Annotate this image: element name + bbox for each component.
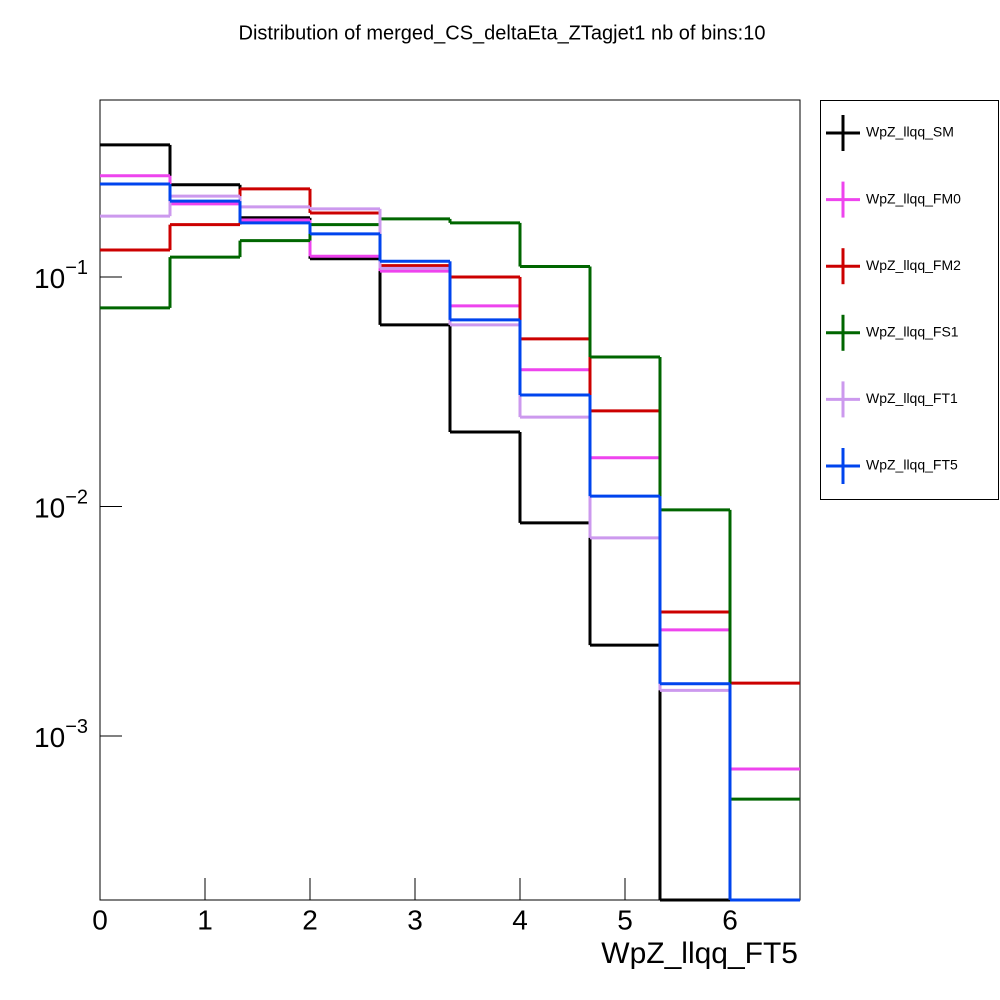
legend-label: WpZ_llqq_FT1 (866, 390, 958, 406)
y-tick-label: 10−2 (34, 487, 88, 524)
y-tick-base: 10 (34, 493, 65, 524)
x-tick-label: 5 (617, 904, 633, 935)
y-tick-exponent: −3 (65, 716, 88, 738)
plot-frame (99, 99, 801, 901)
x-tick-label: 4 (512, 904, 528, 935)
x-axis-label: WpZ_llqq_FT5 (601, 937, 798, 970)
x-tick-label: 1 (197, 904, 213, 935)
x-tick-label: 6 (722, 904, 738, 935)
legend-box (820, 100, 999, 500)
x-tick-label: 2 (302, 904, 318, 935)
legend-label: WpZ_llqq_FM0 (866, 190, 961, 206)
legend-label: WpZ_llqq_SM (866, 124, 954, 140)
x-tick-label: 0 (92, 904, 108, 935)
legend-label: WpZ_llqq_FM2 (866, 257, 961, 273)
y-tick-exponent: −2 (65, 487, 88, 509)
y-tick-base: 10 (34, 722, 65, 753)
y-tick-label: 10−3 (34, 716, 88, 753)
legend-label: WpZ_llqq_FS1 (866, 324, 959, 340)
x-tick-label: 3 (407, 904, 423, 935)
y-tick-label: 10−1 (34, 257, 88, 294)
legend-label: WpZ_llqq_FT5 (866, 457, 958, 473)
chart-title: Distribution of merged_CS_deltaEta_ZTagj… (239, 22, 766, 44)
y-tick-exponent: −1 (65, 257, 88, 279)
y-tick-base: 10 (34, 263, 65, 294)
